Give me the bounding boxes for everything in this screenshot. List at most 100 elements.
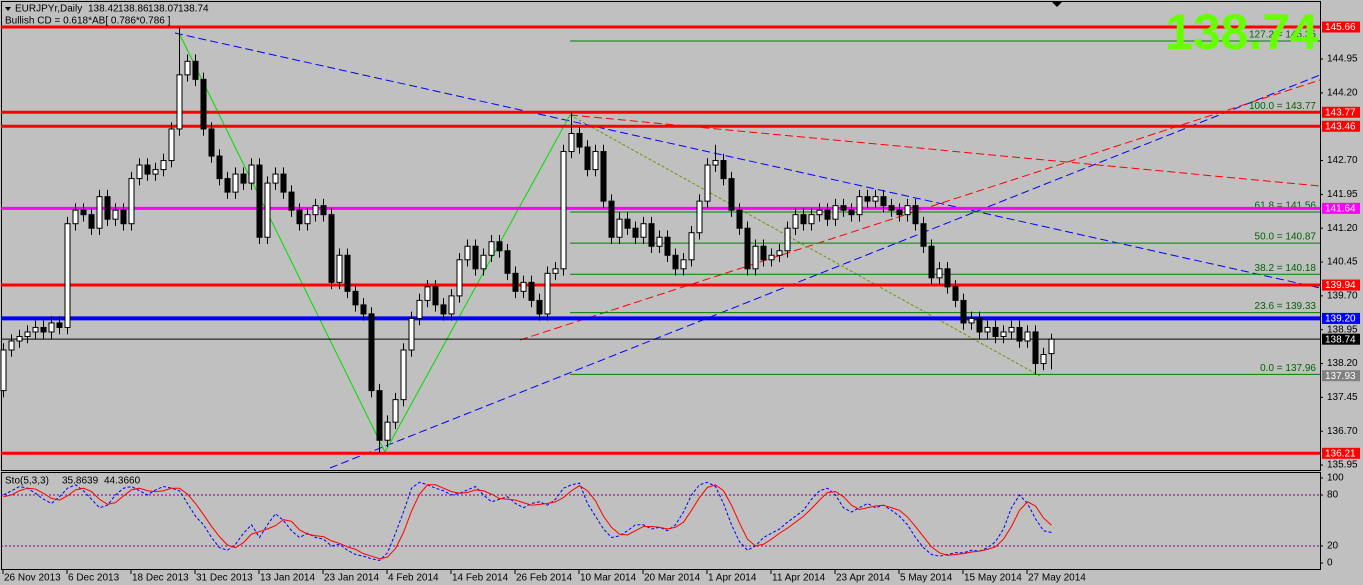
x-tick-label: 23 Jan 2014 [324, 573, 379, 584]
candle-body [520, 281, 527, 292]
candle-body [608, 200, 615, 238]
price-tag [1322, 333, 1360, 345]
price-tag [1322, 202, 1360, 214]
candle-body [904, 205, 911, 216]
trendline [174, 32, 1321, 289]
candle-body [392, 399, 399, 423]
candle-body [440, 304, 447, 315]
candle-body [944, 268, 951, 288]
fib-label: 127.2 = 145.35 [1249, 30, 1316, 41]
candle-body [1040, 354, 1047, 365]
stoch-main [3, 481, 1052, 561]
candle-body [320, 205, 327, 216]
price-tag-label: 136.21 [1325, 448, 1356, 459]
candle-body [88, 214, 95, 229]
candle-body [1032, 331, 1039, 365]
candle-body [560, 151, 567, 270]
y-tick-label: 144.20 [1327, 88, 1358, 99]
candle-body [568, 132, 575, 153]
price-tag [1322, 447, 1360, 459]
candle-body [272, 173, 279, 184]
ohlc-low: 138.07 [148, 4, 179, 15]
candle-body [768, 254, 775, 261]
candle-body [184, 60, 191, 76]
candle-body [256, 164, 263, 238]
candle-body [296, 209, 303, 225]
candle-body [56, 322, 63, 328]
candle-body [336, 254, 343, 283]
menu-arrow [5, 7, 11, 11]
candle-body [912, 205, 919, 225]
candle-body [40, 326, 47, 333]
candle-body [992, 326, 999, 337]
candle-body [712, 160, 719, 166]
indicator [1, 481, 1320, 561]
candle-body [304, 214, 311, 225]
candle-body [728, 178, 735, 211]
candle-body [504, 250, 511, 274]
candle-body [864, 196, 871, 202]
candle-body [824, 209, 831, 220]
candle-body [1048, 338, 1055, 355]
candle-body [472, 245, 479, 270]
candle-body [224, 178, 231, 193]
candle-body [400, 349, 407, 401]
candle-body [352, 290, 359, 306]
candle-body [888, 205, 895, 211]
candle-body [800, 214, 807, 225]
candle-body [616, 218, 623, 238]
candle-body [144, 164, 151, 175]
x-tick-label: 20 Mar 2014 [644, 573, 701, 584]
candle-body [368, 313, 375, 392]
price-display: 138.74 [1165, 4, 1318, 60]
indicator-panel [1, 472, 1321, 570]
x-tick-label: 27 May 2014 [1028, 573, 1086, 584]
candle-body [856, 196, 863, 216]
candle-body [232, 173, 239, 193]
candle-body [968, 317, 975, 324]
candle-body [1016, 326, 1023, 342]
candle-body [584, 146, 591, 171]
price-tag-label: 138.74 [1325, 334, 1356, 345]
x-tick-label: 26 Feb 2014 [516, 573, 573, 584]
candle-body [600, 151, 607, 202]
candle-body [528, 281, 535, 301]
y-tick-label: 100 [1327, 473, 1344, 484]
candle-body [552, 268, 559, 274]
candle-body [680, 259, 687, 270]
candle-body [848, 209, 855, 216]
y-tick-label: 80 [1327, 490, 1339, 501]
candle-body [960, 299, 967, 324]
price-tag-label: 143.77 [1325, 107, 1356, 118]
candle-body [456, 259, 463, 297]
candle-body [664, 236, 671, 256]
candle-body [432, 286, 439, 306]
candle-body [464, 245, 471, 261]
candle-body [80, 209, 87, 216]
candle-body [792, 214, 799, 229]
candle-body [72, 209, 79, 225]
candle-body [216, 155, 223, 180]
candle-body [592, 151, 599, 171]
x-tick-label: 5 May 2014 [900, 573, 953, 584]
candle-body [208, 128, 215, 157]
ohlc-open: 138.42 [88, 4, 119, 15]
x-tick-label: 15 May 2014 [964, 573, 1022, 584]
candle-body [536, 299, 543, 315]
candle-body [512, 272, 519, 292]
candle-body [648, 223, 655, 247]
candle-body [688, 232, 695, 261]
candle-body [872, 196, 879, 202]
x-tick-label: 6 Dec 2013 [68, 573, 120, 584]
price-tag-label: 143.46 [1325, 121, 1356, 132]
y-tick-label: 144.95 [1327, 54, 1358, 65]
candle-body [928, 245, 935, 279]
candles [0, 27, 1055, 454]
candle-body [632, 227, 639, 238]
x-tick-label: 4 Feb 2014 [388, 573, 439, 584]
trendline [329, 74, 1321, 469]
candle-body [840, 205, 847, 211]
candle-body [248, 164, 255, 184]
candle-body [816, 209, 823, 216]
